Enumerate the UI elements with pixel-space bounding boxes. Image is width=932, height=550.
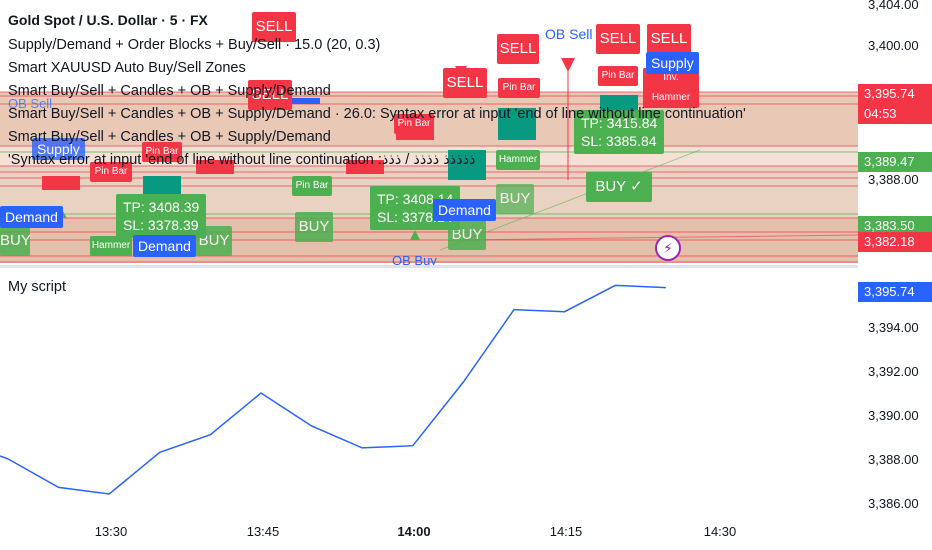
pin-bar-label: Pin Bar [394,114,434,134]
tp-sl-box: TP: 3408.39 SL: 3378.39 [116,194,207,238]
bar-countdown-badge: 04:53 [858,104,932,124]
price-tick: 3,404.00 [868,0,919,12]
indicator-legend-3[interactable]: Smart Buy/Sell + Candles + OB + Supply/D… [8,83,331,99]
supply-label: Supply [32,138,85,160]
sell-label: SELL [443,68,487,98]
price-tick: 3,400.00 [868,38,919,53]
current-price-badge: 3,395.74 [858,84,932,104]
level-price-badge: 3,382.18 [858,232,932,252]
pin-bar-label: Pin Bar [90,162,132,182]
time-tick: 13:30 [94,524,128,539]
buy-check-label: BUY ✓ [586,172,652,202]
candles [42,70,638,196]
pin-bar-label: Pin Bar [498,78,540,98]
script-value-badge: 3,395.74 [858,282,932,302]
indicator-legend-2[interactable]: Smart XAUUSD Auto Buy/Sell Zones [8,60,246,76]
script-price-tick: 3,388.00 [868,452,919,467]
sell-label: SELL [647,24,691,54]
ob-buy-label: OB Buy [392,253,437,265]
pane-divider[interactable] [0,265,858,268]
take-profit-text: TP: 3415.84 [581,115,658,131]
price-axis[interactable]: 3,404.00 3,400.00 3,388.00 3,395.74 04:5… [858,0,932,516]
supply-label: Supply [646,52,699,74]
inv-hammer-label: Inv. Hammer [643,68,699,108]
demand-label: Demand [133,235,196,257]
script-line-chart [0,284,666,495]
main-chart-pane[interactable]: SELL SELL SELL SELL SELL SELL Pin Bar Pi… [0,0,858,265]
level-price-badge: 3,389.47 [858,152,932,172]
pin-bar-label: Pin Bar [142,142,182,162]
price-tick: 3,388.00 [868,172,919,187]
stop-loss-text: SL: 3378.39 [123,217,199,233]
time-axis[interactable]: 13:30 13:45 14:00 14:15 14:30 [0,516,858,550]
sell-label: SELL [248,80,292,110]
sell-label: SELL [252,12,296,42]
indicator-legend-5[interactable]: Smart Buy/Sell + Candles + OB + Supply/D… [8,129,331,145]
indicator-legend-1[interactable]: Supply/Demand + Order Blocks + Buy/Sell … [8,37,381,53]
ob-sell-label: OB Sell [545,26,593,42]
buy-label: BUY [496,184,534,214]
time-tick: 14:15 [549,524,583,539]
buy-label: BUY [295,212,333,242]
tp-sl-box: TP: 3415.84 SL: 3385.84 [574,110,665,154]
script-series-line [0,284,666,495]
time-tick: 14:30 [703,524,737,539]
lightning-icon[interactable]: ⚡ [655,235,681,261]
buy-label: BUY [0,226,31,256]
indicator-legend-6[interactable]: 'Syntax error at input 'end of line with… [8,152,476,168]
stop-loss-text: SL: 3385.84 [581,133,657,149]
take-profit-text: TP: 3408.39 [123,199,200,215]
pin-bar-label: Pin Bar [598,66,638,86]
ob-sell-label: OB Sell [8,96,53,111]
hammer-label: Hammer [90,236,132,256]
script-price-tick: 3,394.00 [868,320,919,335]
time-tick: 13:45 [246,524,280,539]
script-price-tick: 3,390.00 [868,408,919,423]
time-tick: 14:00 [397,524,431,539]
sell-label: SELL [497,34,539,64]
level-price-badge: 3,383.50 [858,216,932,236]
script-pane[interactable]: My script [0,268,858,516]
script-price-tick: 3,392.00 [868,364,919,379]
sell-label: SELL [596,24,640,54]
script-price-tick: 3,386.00 [868,496,919,511]
indicator-legend-4[interactable]: Smart Buy/Sell + Candles + OB + Supply/D… [8,106,746,122]
symbol-title[interactable]: Gold Spot / U.S. Dollar · 5 · FX [8,12,208,28]
demand-label: Demand [0,206,63,228]
demand-label: Demand [433,199,496,221]
pin-bar-label: Pin Bar [292,176,332,196]
script-title[interactable]: My script [8,279,66,295]
hammer-label: Hammer [496,150,540,170]
